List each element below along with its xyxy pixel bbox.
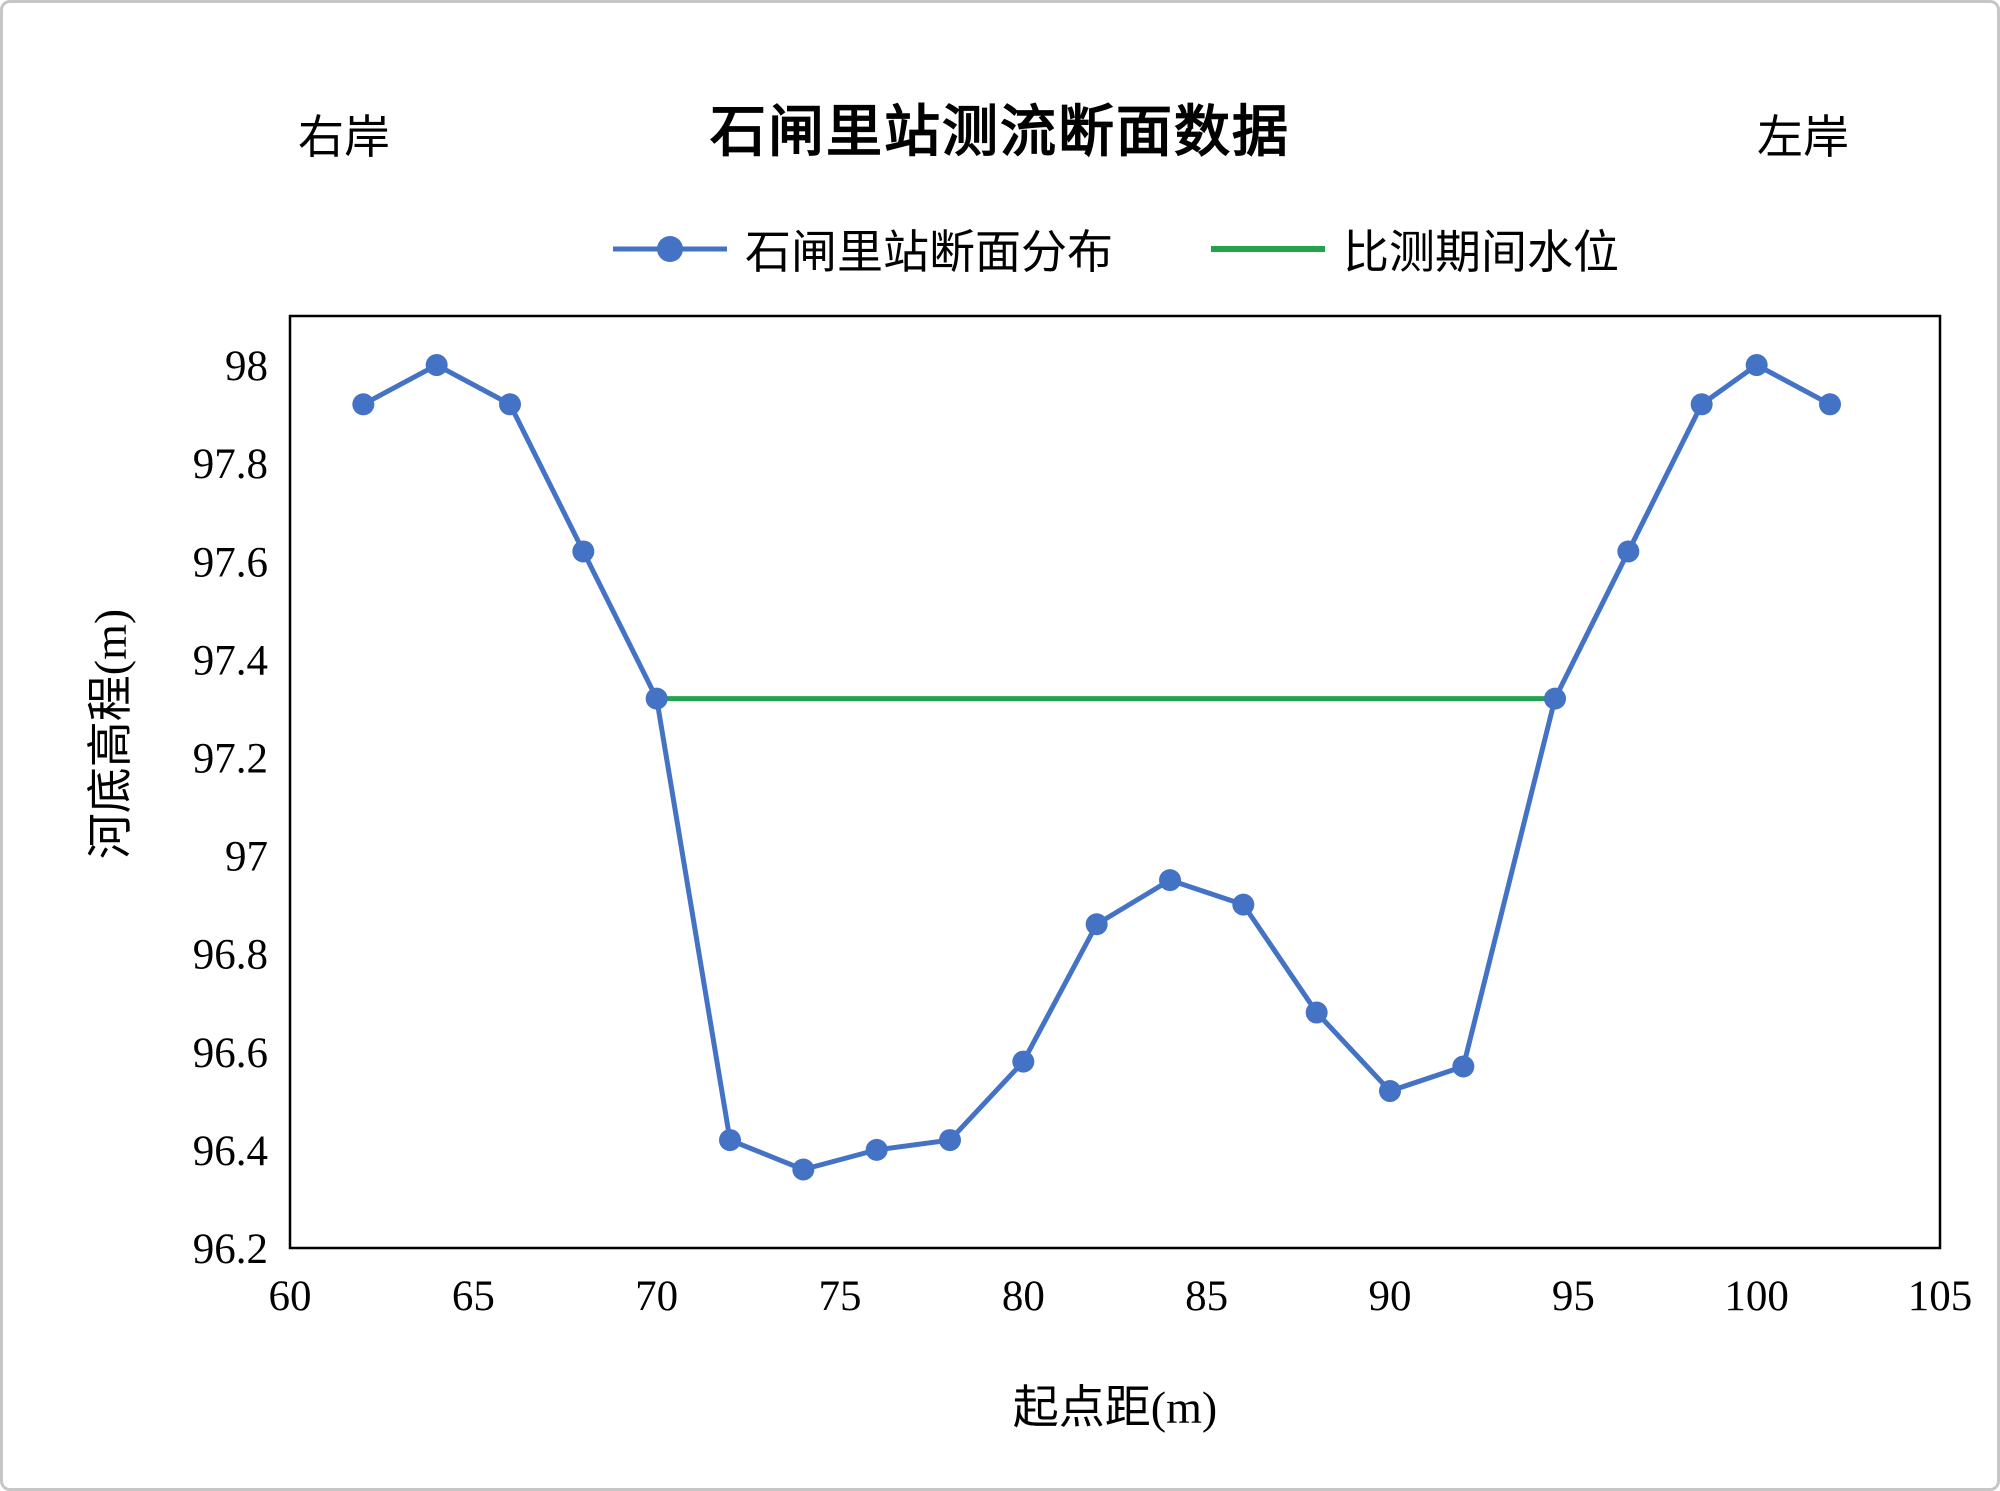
data-point-marker (792, 1158, 815, 1181)
data-point-marker (1745, 354, 1768, 377)
chart-svg: 60 65 70 75 80 85 90 95 100 105 96.2 96.4 96.6 96.8 97… (193, 314, 1973, 1320)
right-bank-label: 右岸 (298, 112, 390, 163)
x-tick-label: 60 (269, 1273, 312, 1320)
line-icon (1211, 246, 1325, 252)
data-point-marker (1085, 913, 1108, 936)
y-tick-label: 97.8 (193, 441, 268, 488)
legend-item-water-level: 比测期间水位 (1209, 216, 1619, 282)
legend: 石闸里站断面分布 比测期间水位 (290, 217, 1940, 281)
data-point-marker (719, 1129, 741, 1152)
data-point-marker (1452, 1055, 1475, 1078)
data-point-marker (939, 1129, 961, 1152)
data-point-marker (1379, 1080, 1401, 1103)
data-point-marker (1617, 540, 1640, 563)
data-point-marker (1544, 687, 1566, 710)
x-tick-label: 80 (1002, 1273, 1045, 1320)
x-tick-label: 75 (819, 1273, 862, 1320)
y-tick-label: 96.8 (193, 932, 268, 979)
y-tick-label: 98 (225, 343, 268, 390)
y-tick-label: 97.6 (193, 539, 268, 586)
x-axis-title: 起点距(m) (1012, 1382, 1218, 1433)
x-tick-label: 65 (452, 1273, 495, 1320)
series-line-0 (360, 362, 1833, 1173)
plot-border (288, 314, 1942, 1250)
data-point-marker (865, 1138, 888, 1161)
data-point-marker (572, 540, 595, 563)
data-point-marker (1690, 393, 1713, 416)
data-point-marker (1305, 1001, 1328, 1024)
x-tick-label: 85 (1185, 1273, 1228, 1320)
data-point-marker (1012, 1050, 1035, 1073)
data-point-marker (1159, 869, 1181, 892)
data-point-marker (499, 393, 521, 416)
data-point-marker (645, 687, 668, 710)
y-tick-label: 96.2 (193, 1226, 268, 1273)
data-point-marker (1232, 893, 1255, 916)
y-tick-label: 97 (225, 834, 268, 881)
x-tick-label: 95 (1552, 1273, 1595, 1320)
y-tick-label: 96.4 (193, 1128, 268, 1175)
data-point-marker (352, 393, 375, 416)
x-tick-label: 90 (1369, 1273, 1412, 1320)
legend-item-section-profile: 石闸里站断面分布 (611, 216, 1113, 282)
x-tick-label: 100 (1724, 1273, 1789, 1320)
x-tick-label: 70 (635, 1273, 678, 1320)
y-tick-label: 97.2 (193, 735, 268, 782)
chart-title: 石闸里站测流断面数据 (710, 102, 1290, 164)
left-bank-label: 左岸 (1757, 112, 1849, 163)
x-tick-label: 105 (1908, 1273, 1973, 1320)
y-tick-label: 97.4 (193, 637, 268, 684)
legend-marker-section (657, 236, 683, 262)
legend-label-section-profile: 石闸里站断面分布 (745, 227, 1113, 278)
data-point-marker (425, 354, 448, 377)
y-tick-label: 96.6 (193, 1030, 268, 1077)
line-with-marker-icon (613, 236, 727, 262)
data-point-marker (1819, 393, 1841, 416)
legend-label-water-level: 比测期间水位 (1343, 227, 1619, 278)
